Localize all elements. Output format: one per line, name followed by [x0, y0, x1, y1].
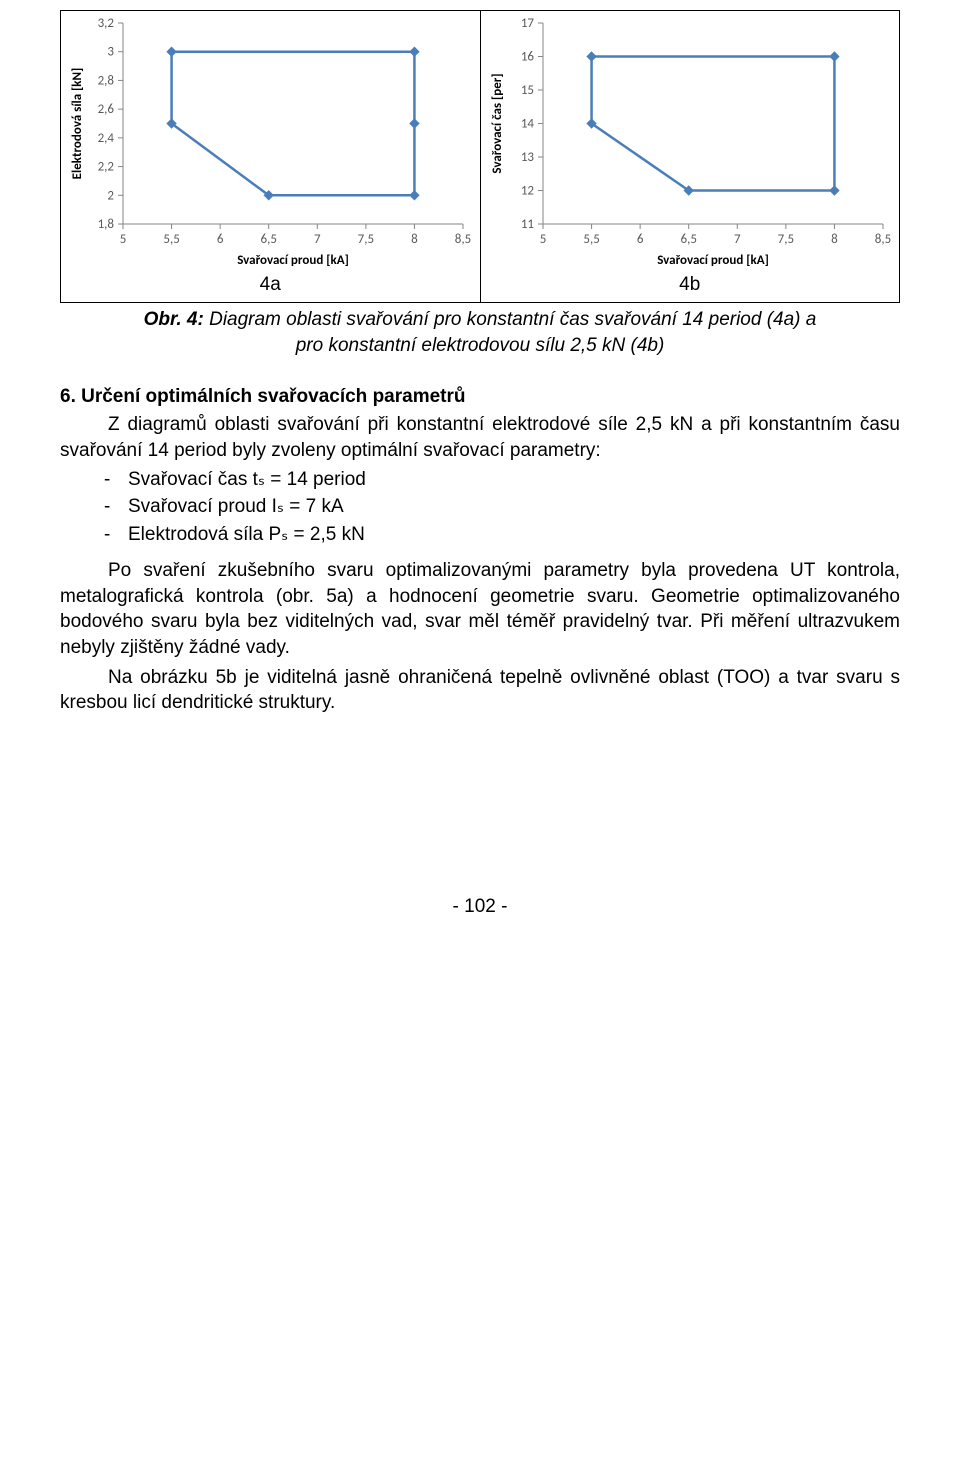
- svg-text:14: 14: [521, 117, 535, 132]
- bullet-item: Svařovací čas tₛ = 14 period: [128, 466, 900, 494]
- section-6-bullets: Svařovací čas tₛ = 14 period Svařovací p…: [60, 466, 900, 549]
- svg-text:13: 13: [521, 150, 535, 165]
- svg-text:6: 6: [217, 232, 224, 247]
- svg-text:Svařovací proud [kA]: Svařovací proud [kA]: [237, 253, 349, 268]
- svg-text:2,2: 2,2: [98, 160, 115, 175]
- svg-text:Elektrodová síla [kN]: Elektrodová síla [kN]: [70, 68, 85, 180]
- caption-prefix: Obr. 4:: [144, 309, 204, 330]
- chart-4b: 11 12 13 14 15 16 17 5 5,5 6 6,5 7 7,5 8 8,5 Svařovací …: [481, 11, 900, 270]
- svg-text:6,5: 6,5: [261, 232, 277, 247]
- svg-text:8: 8: [411, 232, 418, 247]
- charts-table: 1,8 2 2,2 2,4 2,6 2,8 3 3,2 5 5,5 6 6,5 7 7,5 8 8,5 Svař…: [60, 10, 900, 270]
- svg-text:5,5: 5,5: [164, 232, 180, 247]
- bullet-item: Svařovací proud Iₛ = 7 kA: [128, 493, 900, 521]
- svg-text:6: 6: [637, 232, 644, 247]
- svg-text:3,2: 3,2: [98, 16, 115, 31]
- svg-text:7: 7: [314, 232, 321, 247]
- svg-text:7,5: 7,5: [777, 232, 793, 247]
- svg-text:7: 7: [734, 232, 741, 247]
- chart-svg-4a: 1,8 2 2,2 2,4 2,6 2,8 3 3,2 5 5,5 6 6,5 7 7,5 8 8,5 Svař…: [65, 15, 475, 270]
- chart-labels-row: 4a 4b: [60, 270, 900, 303]
- chart-cell-4b: 11 12 13 14 15 16 17 5 5,5 6 6,5 7 7,5 8 8,5 Svařovací …: [481, 11, 900, 270]
- page: 1,8 2 2,2 2,4 2,6 2,8 3 3,2 5 5,5 6 6,5 7 7,5 8 8,5 Svař…: [0, 0, 960, 958]
- svg-text:2,4: 2,4: [98, 131, 115, 146]
- label-cell-4a: 4a: [61, 270, 481, 302]
- svg-text:7,5: 7,5: [358, 232, 374, 247]
- chart-4a: 1,8 2 2,2 2,4 2,6 2,8 3 3,2 5 5,5 6 6,5 7 7,5 8 8,5 Svař…: [61, 11, 480, 270]
- page-number: - 102 -: [60, 896, 900, 918]
- bullet-item: Elektrodová síla Pₛ = 2,5 kN: [128, 521, 900, 549]
- section-6-para3: Na obrázku 5b je viditelná jasně ohranič…: [60, 665, 900, 716]
- svg-text:8: 8: [831, 232, 838, 247]
- section-6-para1: Z diagramů oblasti svařování při konstan…: [60, 412, 900, 463]
- svg-text:2,6: 2,6: [98, 102, 115, 117]
- svg-text:17: 17: [521, 16, 535, 31]
- svg-text:2: 2: [108, 188, 115, 203]
- svg-text:8,5: 8,5: [455, 232, 471, 247]
- svg-text:2,8: 2,8: [98, 73, 115, 88]
- svg-text:6,5: 6,5: [680, 232, 696, 247]
- svg-text:5: 5: [120, 232, 127, 247]
- figure-caption: Obr. 4: Diagram oblasti svařování pro ko…: [60, 307, 900, 358]
- svg-text:Svařovací čas [per]: Svařovací čas [per]: [490, 73, 505, 173]
- svg-text:11: 11: [521, 217, 534, 232]
- svg-text:15: 15: [521, 83, 534, 98]
- svg-text:8,5: 8,5: [875, 232, 891, 247]
- section-6-title: 6. Určení optimálních svařovacích parame…: [60, 386, 900, 408]
- chart-label-4b: 4b: [679, 270, 700, 302]
- caption-line1: Diagram oblasti svařování pro konstantní…: [204, 309, 817, 330]
- svg-text:12: 12: [521, 184, 535, 199]
- svg-text:16: 16: [521, 50, 535, 65]
- chart-svg-4b: 11 12 13 14 15 16 17 5 5,5 6 6,5 7 7,5 8 8,5 Svařovací …: [485, 15, 895, 270]
- svg-text:1,8: 1,8: [98, 217, 115, 232]
- svg-text:Svařovací proud [kA]: Svařovací proud [kA]: [657, 253, 769, 268]
- svg-text:3: 3: [108, 45, 115, 60]
- svg-text:5,5: 5,5: [583, 232, 599, 247]
- section-6-para2: Po svaření zkušebního svaru optimalizova…: [60, 558, 900, 661]
- chart-cell-4a: 1,8 2 2,2 2,4 2,6 2,8 3 3,2 5 5,5 6 6,5 7 7,5 8 8,5 Svař…: [61, 11, 481, 270]
- svg-text:5: 5: [539, 232, 546, 247]
- chart-label-4a: 4a: [260, 270, 281, 302]
- label-cell-4b: 4b: [481, 270, 900, 302]
- caption-line2: pro konstantní elektrodovou sílu 2,5 kN …: [296, 335, 665, 356]
